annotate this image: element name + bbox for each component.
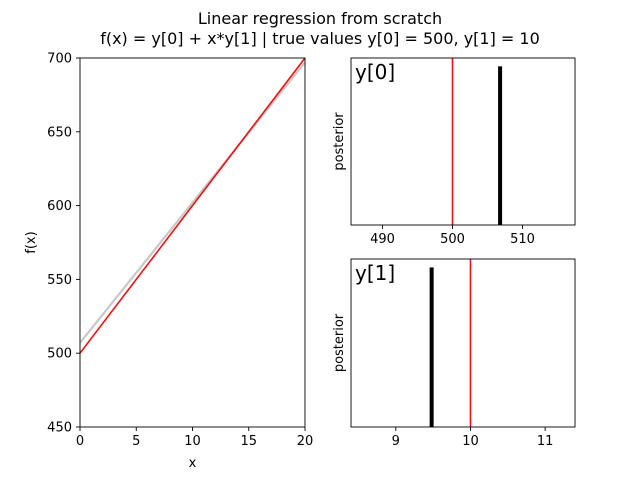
y-tick-label: 650 <box>47 125 72 140</box>
x-tick-label: 15 <box>240 434 257 449</box>
y1-axes-frame <box>350 258 576 428</box>
x-tick-label: 10 <box>462 434 479 449</box>
true-function-line <box>80 58 305 354</box>
y0-axes-frame <box>350 57 576 226</box>
x-tick-label: 11 <box>537 434 554 449</box>
y-tick-label: 550 <box>47 273 72 288</box>
posterior-bar <box>498 66 503 225</box>
y0-posterior-panel: 490 500 510 y[0] posterior <box>332 57 576 247</box>
posterior-bar <box>429 267 434 427</box>
regression-axes-frame <box>79 57 306 428</box>
y-axis-label: posterior <box>332 112 347 171</box>
x-tick-label: 9 <box>392 434 400 449</box>
regression-panel: 0 5 10 15 20 450 500 550 600 650 700 x f(x) <box>24 52 313 472</box>
figure-title-line-1: Linear regression from scratch <box>198 9 442 28</box>
y1-posterior-panel: 9 10 11 y[1] posterior <box>332 258 576 449</box>
x-axis-label: x <box>189 456 197 471</box>
x-tick-label: 510 <box>510 232 535 247</box>
y-tick-label: 700 <box>47 52 72 67</box>
y0-panel-label: y[0] <box>355 60 395 84</box>
x-tick-label: 10 <box>184 434 201 449</box>
x-tick-label: 500 <box>440 232 465 247</box>
y-tick-label: 500 <box>47 347 72 362</box>
y-tick-label: 600 <box>47 199 72 214</box>
posterior-sample-line <box>80 61 305 344</box>
x-tick-label: 20 <box>297 434 314 449</box>
x-tick-label: 490 <box>370 232 395 247</box>
y-axis-label: posterior <box>332 313 347 372</box>
x-tick-label: 5 <box>132 434 140 449</box>
figure-title-line-2: f(x) = y[0] + x*y[1] | true values y[0] … <box>100 29 540 48</box>
y-axis-label: f(x) <box>24 231 39 253</box>
x-tick-label: 0 <box>76 434 84 449</box>
y1-panel-label: y[1] <box>355 261 395 285</box>
y-tick-label: 450 <box>47 421 72 436</box>
